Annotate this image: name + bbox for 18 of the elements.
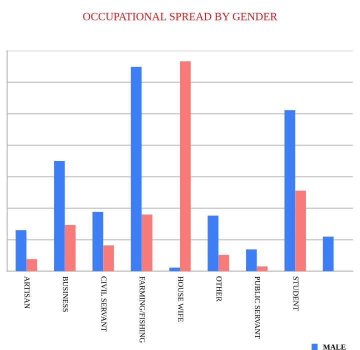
bar bbox=[130, 66, 142, 272]
bar bbox=[208, 216, 218, 272]
bar bbox=[322, 236, 334, 272]
bar bbox=[246, 249, 257, 272]
bar bbox=[54, 161, 65, 272]
bar bbox=[256, 266, 268, 272]
chart-title: OCCUPATIONAL SPREAD BY GENDER bbox=[83, 12, 278, 20]
bar bbox=[92, 212, 104, 272]
bar bbox=[142, 214, 152, 272]
bar bbox=[295, 190, 306, 272]
bar bbox=[64, 225, 76, 272]
bar bbox=[103, 245, 114, 272]
bar bbox=[218, 254, 230, 272]
bar bbox=[180, 61, 191, 272]
bar bbox=[16, 230, 26, 272]
bar bbox=[284, 110, 296, 272]
bar bbox=[169, 268, 180, 272]
bar bbox=[26, 259, 38, 272]
